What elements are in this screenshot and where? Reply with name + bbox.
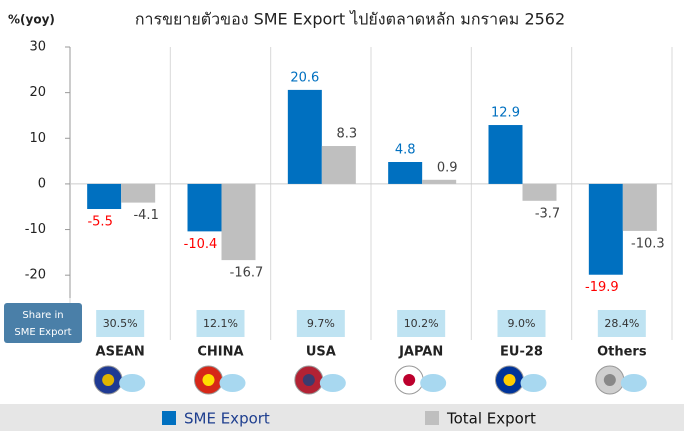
y-axis-label: %(yoy)	[8, 13, 55, 27]
value-label: 20.6	[290, 70, 319, 85]
share-box	[497, 310, 546, 337]
share-label: Share in	[22, 310, 63, 321]
share-box	[597, 310, 646, 337]
x-tick-label: EU-28	[500, 345, 543, 360]
flag-icon-detail	[302, 374, 315, 386]
cloud-icon	[620, 374, 647, 392]
bar	[488, 125, 523, 184]
share-value: 10.2%	[404, 317, 439, 330]
bar	[422, 179, 457, 184]
bar	[321, 146, 356, 184]
share-label: SME Export	[14, 327, 71, 338]
bar	[87, 183, 122, 210]
bar	[388, 162, 423, 184]
y-tick-label: -20	[25, 268, 46, 283]
value-label: 4.8	[395, 143, 416, 158]
flag-icon-detail	[102, 374, 115, 386]
share-box	[296, 310, 345, 337]
x-tick-label: JAPAN	[398, 345, 443, 360]
cloud-icon	[319, 374, 346, 392]
flag-icon-detail	[503, 374, 516, 386]
value-label: -10.4	[184, 237, 218, 252]
share-value: 12.1%	[203, 317, 238, 330]
flag-icon-detail	[603, 374, 616, 386]
y-tick-label: 0	[38, 176, 46, 191]
share-value: 9.7%	[307, 317, 335, 330]
cloud-icon	[119, 374, 146, 392]
chart-title: การขยายตัวของ SME Export ไปยังตลาดหลัก ม…	[135, 10, 565, 29]
share-value: 9.0%	[508, 317, 536, 330]
value-label: -4.1	[133, 208, 158, 223]
x-tick-label: Others	[597, 345, 647, 360]
cloud-icon	[520, 374, 547, 392]
bar	[522, 183, 557, 201]
cloud-icon	[219, 374, 246, 392]
value-label: -19.9	[585, 280, 619, 295]
value-label: 12.9	[491, 106, 520, 121]
cloud-icon	[420, 374, 447, 392]
y-tick-label: 30	[29, 40, 46, 55]
legend-swatch	[162, 411, 176, 425]
x-tick-label: ASEAN	[96, 345, 145, 360]
share-box	[96, 310, 145, 337]
x-tick-label: CHINA	[197, 345, 243, 360]
legend-label: Total Export	[446, 410, 536, 428]
value-label: -10.3	[631, 236, 665, 251]
y-tick-label: -10	[25, 222, 46, 237]
bar	[622, 183, 657, 231]
share-value: 28.4%	[604, 317, 639, 330]
flag-icon-detail	[403, 374, 416, 386]
share-box	[196, 310, 245, 337]
bar	[121, 183, 156, 203]
bar	[287, 89, 322, 184]
bar	[221, 183, 256, 261]
share-box	[397, 310, 446, 337]
legend-swatch	[425, 411, 439, 425]
share-value: 30.5%	[103, 317, 138, 330]
legend-label: SME Export	[184, 410, 270, 428]
value-label: -16.7	[230, 266, 264, 281]
bar	[187, 183, 222, 232]
value-label: -3.7	[535, 206, 560, 221]
flag-icon-detail	[202, 374, 215, 386]
value-label: -5.5	[87, 215, 112, 230]
value-label: 0.9	[437, 160, 458, 175]
value-label: 8.3	[336, 127, 357, 142]
bar	[588, 183, 623, 275]
x-tick-label: USA	[306, 345, 336, 360]
share-label-box	[4, 303, 82, 343]
y-tick-label: 10	[29, 131, 46, 146]
y-tick-label: 20	[29, 85, 46, 100]
legend-band	[0, 404, 684, 431]
